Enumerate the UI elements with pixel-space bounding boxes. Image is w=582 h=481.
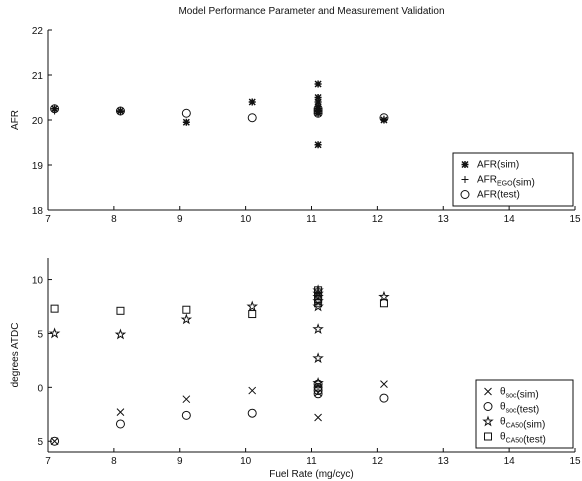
point [314,105,322,113]
point [314,413,322,422]
point [247,113,257,123]
x-tick-label: 13 [438,214,450,225]
x-tick-label: 9 [177,456,183,467]
y-tick-label: 22 [32,26,44,37]
y-tick-label: 5 [37,437,43,448]
legend-label: AFREGO(sim) [477,175,535,189]
y-axis-label: degrees ATDC [10,323,21,388]
y-tick-label: 10 [32,276,44,287]
point [116,408,125,416]
legend-marker [460,190,470,199]
point [314,98,322,106]
y-tick-label: 5 [37,329,43,340]
legend-label: θsoc(sim) [500,387,539,401]
x-tick-label: 11 [306,456,317,467]
point [114,328,127,340]
point [116,108,124,116]
point [115,106,125,116]
point [312,376,324,388]
x-tick-label: 14 [504,456,516,467]
point [246,300,258,312]
point [312,323,324,335]
point [48,327,61,339]
x-tick-label: 7 [45,456,51,467]
point [181,108,191,118]
x-tick-label: 10 [240,214,252,225]
point [115,419,125,429]
legend-label: θCA50(sim) [500,417,545,431]
point [314,109,322,117]
point [379,393,389,403]
x-tick-label: 13 [438,456,450,467]
point [313,382,323,392]
point [51,107,59,115]
point [247,408,257,418]
point [313,104,323,114]
x-tick-label: 8 [111,214,117,225]
point [314,93,322,102]
legend-marker [482,415,494,427]
x-tick-label: 15 [569,214,581,225]
x-tick-label: 7 [45,214,51,225]
point [313,108,323,118]
x-tick-label: 10 [240,456,252,467]
point [50,304,59,313]
y-tick-label: 19 [32,161,44,172]
point [180,313,193,325]
legend-box [452,152,574,207]
point [378,290,390,302]
legend-marker [483,402,493,411]
legend-marker [461,176,469,183]
legend-marker [461,160,469,169]
y-axis-label: AFR [10,110,21,130]
legend-marker [484,387,492,396]
x-tick-label: 15 [569,456,581,467]
x-tick-label: 9 [177,214,183,225]
y-tick-label: 0 [37,383,43,394]
point [379,299,388,308]
point [182,305,191,314]
legend-label: AFR(test) [477,190,520,201]
point [313,389,323,399]
x-tick-label: 8 [111,456,117,467]
point [50,104,60,114]
point [182,395,191,404]
point [50,437,59,446]
x-tick-label: 12 [372,214,384,225]
point [181,410,191,420]
y-tick-label: 20 [32,116,44,127]
chart-title: Model Performance Parameter and Measurem… [178,6,444,17]
point [379,113,389,123]
point [380,380,388,388]
point [314,80,322,88]
point [312,352,324,364]
point [182,118,190,126]
point [248,310,257,319]
point [314,294,323,303]
point [248,98,256,106]
point [314,299,323,308]
x-tick-label: 14 [504,214,516,225]
point [313,379,323,389]
legend-label: θCA50(test) [500,432,546,446]
point [50,436,60,446]
legend-label: θsoc(test) [500,402,539,416]
point [248,386,257,395]
x-axis-label: Fuel Rate (mg/cyc) [269,469,353,480]
legend-marker [484,432,492,441]
point [312,300,324,312]
point [313,386,323,396]
x-tick-label: 11 [306,214,317,225]
legend-label: AFR(sim) [477,160,519,171]
legend-box [475,379,574,449]
y-tick-label: 21 [32,71,44,82]
point [314,141,322,149]
point [116,306,125,315]
point [313,106,323,116]
x-tick-label: 12 [372,456,384,467]
y-tick-label: 18 [32,206,44,217]
